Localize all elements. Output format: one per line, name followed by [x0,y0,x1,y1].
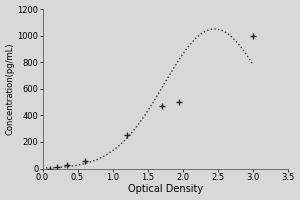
Y-axis label: Concentration(pg/mL): Concentration(pg/mL) [6,43,15,135]
X-axis label: Optical Density: Optical Density [128,184,203,194]
